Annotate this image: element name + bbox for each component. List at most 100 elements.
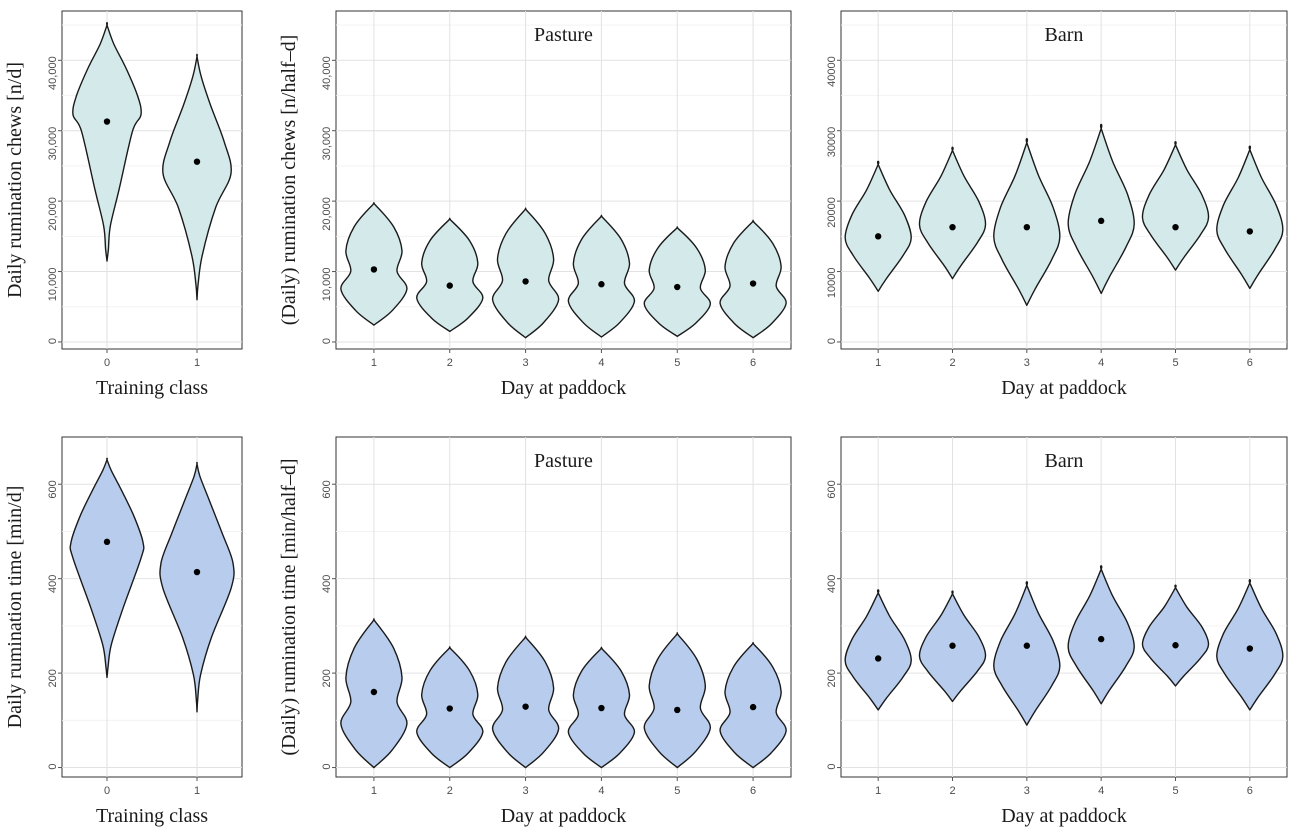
violin-1	[340, 201, 408, 326]
median-dot-4	[598, 704, 605, 712]
violin-5	[1141, 140, 1210, 271]
x-tick-label: 6	[1247, 357, 1253, 369]
panel-title: Pasture	[534, 450, 593, 472]
y-tick-label: 10,000	[47, 268, 59, 302]
plot-area	[840, 436, 1288, 778]
panel-time-barn: 0 200 400 600 1 2 3 4 5 6 Barn Day at paddock	[826, 436, 1288, 827]
median-dot-1	[370, 688, 378, 696]
violin-4	[567, 214, 636, 338]
y-tick-label: 0	[826, 764, 838, 770]
y-tick-label: 400	[321, 575, 333, 593]
median-dot-6	[749, 280, 757, 287]
x-axis-label: Training class	[96, 377, 208, 399]
plot-area	[840, 10, 1288, 350]
y-tick-label: 40,000	[321, 56, 333, 90]
median-dot-1	[874, 655, 882, 662]
y-tick-label: 30,000	[321, 127, 333, 161]
x-axis-label: Day at paddock	[501, 805, 627, 827]
x-axis-label: Day at paddock	[1001, 377, 1127, 399]
panel-chews-barn: 0 10000 20000 30000 40000 1 2 3 4 5 6 Barn Day at pa…	[826, 10, 1288, 399]
y-tick-label: 10000	[826, 268, 838, 299]
y-tick-label: 200	[826, 669, 838, 687]
y-tick-label: 10,000	[321, 268, 333, 302]
y-tick-label: 600	[321, 480, 333, 498]
x-axis-label: Day at paddock	[501, 377, 627, 399]
median-dot-1	[370, 266, 378, 273]
y-tick-label: 20000	[826, 197, 838, 228]
y-tick-label: 30,000	[47, 127, 59, 161]
x-tick-label: 4	[598, 785, 604, 797]
median-dot-3	[522, 703, 529, 710]
median-dot-5	[674, 283, 681, 291]
panel-title: Barn	[1045, 450, 1084, 472]
x-tick-label: 5	[674, 357, 680, 369]
median-dot-5	[1172, 223, 1179, 231]
panel-title: Pasture	[534, 24, 593, 46]
x-tick-label: 2	[447, 357, 453, 369]
x-tick-label: 3	[1024, 357, 1030, 369]
violin-6	[719, 219, 787, 339]
median-dot-3	[1023, 223, 1031, 231]
median-dot-1	[193, 568, 201, 576]
violin-5	[643, 226, 712, 337]
violin-1	[844, 160, 912, 292]
median-dot-1	[193, 158, 201, 165]
y-tick-label: 200	[47, 669, 59, 687]
y-axis-label: (Daily) rumination chews [n/half–d]	[278, 35, 300, 325]
median-dot-6	[749, 703, 757, 711]
median-dot-0	[103, 538, 111, 546]
x-tick-label: 5	[1172, 357, 1178, 369]
x-axis-label: Training class	[96, 805, 208, 827]
x-tick-label: 1	[371, 785, 377, 797]
median-dot-4	[1097, 635, 1105, 643]
y-tick-label: 40,000	[47, 56, 59, 90]
y-tick-label: 0	[826, 338, 838, 344]
x-tick-label: 3	[1024, 785, 1030, 797]
plot-area	[335, 10, 792, 350]
violin-3	[491, 635, 560, 769]
panel-title: Barn	[1045, 24, 1084, 46]
median-dot-6	[1246, 645, 1254, 652]
panel-time-training: 0 200 400 600 0 1 Training class Daily ruminati…	[4, 436, 243, 827]
median-dot-3	[1023, 642, 1031, 649]
x-tick-label: 5	[1172, 785, 1178, 797]
y-tick-label: 200	[321, 669, 333, 687]
violin-1	[162, 53, 232, 301]
y-axis-label: Daily rumination time [min/d]	[4, 486, 26, 729]
x-tick-label: 6	[750, 785, 756, 797]
x-tick-label: 1	[371, 357, 377, 369]
violin-4	[1067, 565, 1135, 705]
x-tick-label: 4	[598, 357, 604, 369]
violin-4	[1067, 123, 1135, 295]
x-tick-label: 3	[523, 357, 529, 369]
median-dot-3	[522, 278, 529, 285]
median-dot-2	[446, 705, 453, 712]
x-tick-label: 1	[875, 357, 881, 369]
median-dot-2	[949, 642, 956, 649]
median-dot-1	[874, 233, 882, 240]
x-tick-label: 4	[1098, 785, 1104, 797]
x-tick-label: 5	[674, 785, 680, 797]
y-tick-label: 30000	[826, 127, 838, 158]
median-dot-5	[1172, 642, 1179, 649]
violin-1	[844, 589, 912, 711]
y-tick-label: 0	[321, 764, 333, 770]
violin-5	[1141, 584, 1210, 687]
violin-0	[69, 457, 145, 679]
median-dot-6	[1246, 228, 1254, 235]
y-tick-label: 600	[826, 480, 838, 498]
violin-3	[993, 137, 1061, 306]
violin-5	[643, 632, 712, 769]
x-tick-label: 1	[875, 785, 881, 797]
panel-chews-pasture: 0 10,000 20,000 30,000 40,000 1 2 3 4 5 6 Pasture Da…	[278, 10, 792, 399]
median-dot-0	[103, 118, 111, 125]
panel-chews-training: 0 10,000 20,000 30,000 40,000 0 1 Training clas…	[4, 10, 243, 399]
y-tick-label: 600	[47, 480, 59, 498]
violin-6	[1216, 579, 1284, 711]
x-tick-label: 6	[1247, 785, 1253, 797]
x-tick-label: 1	[194, 357, 200, 369]
y-axis-label: Daily rumination chews [n/d]	[4, 62, 26, 298]
violin-0	[72, 21, 142, 262]
y-tick-label: 20,000	[321, 197, 333, 231]
